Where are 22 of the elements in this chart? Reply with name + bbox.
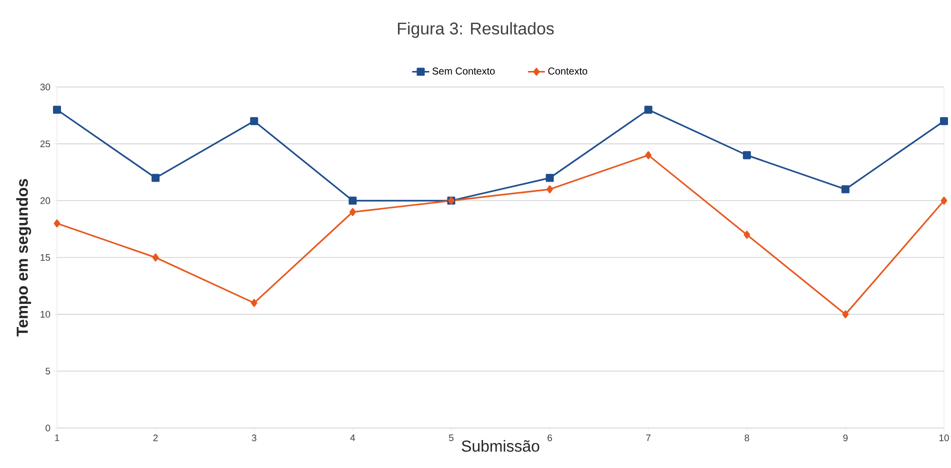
y-tick-label: 10	[40, 310, 50, 318]
x-tick-label: 1	[55, 434, 60, 442]
x-tick-label: 9	[843, 434, 848, 442]
y-tick-label: 5	[46, 368, 50, 374]
x-tick-label: 8	[744, 434, 750, 442]
y-axis-title: Tempo em segundos	[16, 179, 32, 336]
x-tick-label: 10	[939, 434, 949, 442]
legend-label: Contexto	[548, 68, 588, 75]
x-tick-label: 2	[153, 434, 158, 442]
x-tick-label: 6	[548, 434, 552, 442]
y-tick-label: 15	[40, 254, 50, 261]
y-tick-label: 30	[40, 84, 50, 90]
x-tick-label: 4	[350, 434, 356, 442]
x-axis-title: Submissão	[462, 440, 540, 452]
x-tick-label: 3	[252, 434, 256, 442]
x-tick-label: 7	[646, 434, 651, 442]
legend-label: Sem Contexto	[432, 68, 495, 75]
y-tick-label: 0	[46, 424, 50, 432]
chart-title: Figura 3: Resultados	[398, 22, 554, 38]
x-tick-label: 5	[448, 434, 454, 442]
y-tick-label: 20	[40, 197, 50, 204]
y-tick-label: 25	[40, 140, 50, 148]
